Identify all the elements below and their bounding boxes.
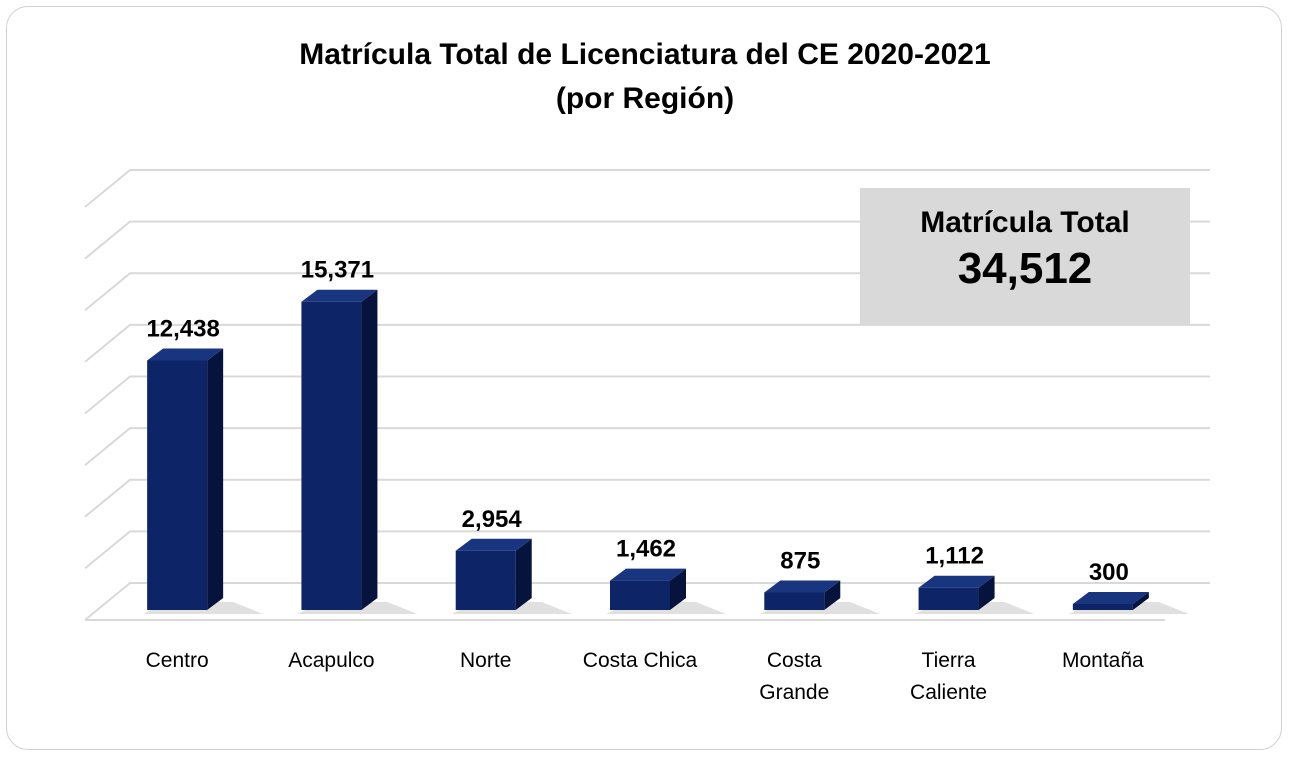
value-label: 2,954: [462, 506, 523, 533]
grid-line: [84, 323, 1210, 363]
bar: [143, 348, 264, 614]
bar: [297, 289, 418, 614]
bar: [606, 568, 726, 614]
bar-face: [455, 550, 516, 610]
annotation: Matrícula Total: [920, 206, 1130, 239]
x-tick-label: Costa Grande: [759, 649, 830, 704]
grid-line: [84, 272, 1210, 312]
value-label: 1,112: [925, 543, 984, 570]
x-tick-label: Montaña: [1061, 649, 1144, 672]
grid-line: [84, 582, 1210, 621]
bar-face: [610, 580, 670, 610]
bar-face: [918, 575, 995, 588]
bar: [451, 538, 572, 614]
grid-line: [84, 530, 1210, 570]
value-label: 15,371: [301, 257, 374, 284]
x-tick-label: Tierra Caliente: [910, 649, 988, 704]
bar-face: [301, 289, 378, 302]
bar-face: [455, 538, 532, 551]
x-tick-label: Costa Chica: [582, 649, 698, 672]
bar-face: [515, 538, 532, 610]
bar-face: [361, 289, 378, 610]
bar-face: [1072, 603, 1133, 610]
grid-line: [84, 220, 1210, 260]
bar-face: [147, 348, 224, 361]
bar-face: [1132, 591, 1149, 610]
value-label: 875: [780, 547, 820, 574]
grid-line: [84, 427, 1210, 466]
bar: [1068, 591, 1189, 614]
value-label: 1,462: [616, 536, 676, 563]
bar-face: [301, 301, 362, 610]
panel: [6, 6, 1282, 750]
total-box: Matrícula Total 34,512: [860, 188, 1190, 325]
value-label: 300: [1089, 559, 1129, 586]
bar: [760, 580, 881, 614]
chart-title: Matrícula Total de Licenciatura del CE 2…: [299, 38, 991, 71]
bar-face: [147, 360, 208, 610]
bar-face: [207, 348, 224, 610]
x-tick-label: Norte: [460, 649, 512, 672]
grid-line: [84, 169, 1210, 208]
annotation: 34,512: [957, 244, 1093, 293]
grid-line: [84, 375, 1210, 415]
value-label: 12,438: [146, 316, 219, 343]
bar-face: [918, 587, 979, 610]
grid-line: [84, 478, 1210, 518]
bar-face: [978, 575, 995, 610]
bar-face: [670, 568, 686, 610]
x-tick-label: Centro: [145, 649, 209, 672]
chart-subtitle: (por Región): [555, 82, 735, 115]
bar-face: [764, 592, 825, 610]
bar: [914, 575, 1035, 614]
bar-face: [610, 568, 686, 581]
bar-face: [764, 580, 841, 593]
bar-face: [1072, 591, 1149, 604]
bar-face: [824, 580, 841, 610]
x-tick-label: Acapulco: [288, 649, 375, 672]
